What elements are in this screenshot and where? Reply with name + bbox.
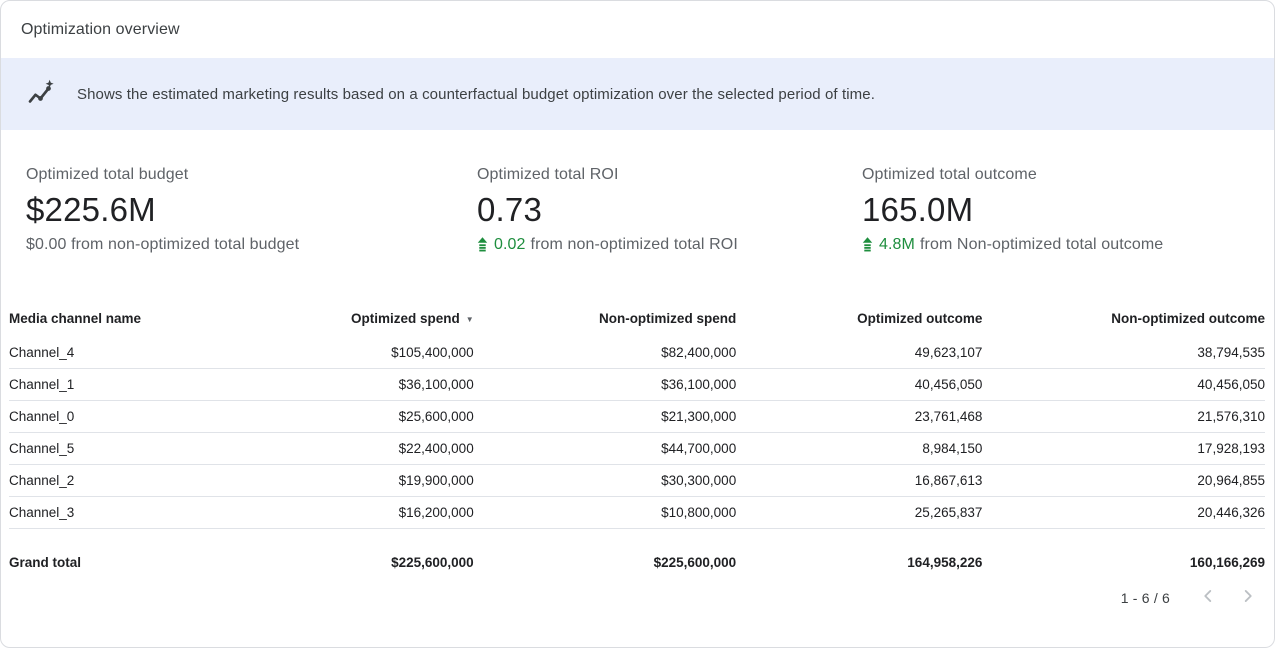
table-cell[interactable]: 16,867,613	[736, 464, 983, 497]
column-header-media-channel-name[interactable]: Media channel name	[9, 310, 142, 326]
grand-total-cell: $225,600,000	[391, 554, 474, 570]
table-body: Channel_4 $105,400,000 $82,400,000 49,623,1…	[9, 336, 1265, 529]
table-cell[interactable]: 23,761,468	[736, 400, 983, 433]
table-cell[interactable]: $10,800,000	[473, 496, 737, 529]
chevron-right-icon	[1237, 585, 1259, 610]
table-cell[interactable]: $44,700,000	[473, 432, 737, 465]
table-cell[interactable]: $82,400,000	[473, 336, 737, 369]
table-cell[interactable]: $36,100,000	[260, 368, 474, 401]
stat-up-icon	[862, 237, 873, 252]
grand-total-cell: $225,600,000	[653, 554, 737, 570]
kpi-delta-value: 0.02	[494, 235, 526, 253]
kpi-value: $225.6M	[26, 191, 156, 228]
sort-desc-icon: ▼	[465, 314, 474, 324]
table-cell[interactable]: $22,400,000	[260, 432, 474, 465]
page-title: Optimization overview	[21, 20, 180, 38]
table-cell[interactable]: 17,928,193	[982, 432, 1265, 465]
grand-total-label: Grand total	[9, 554, 82, 570]
table-row[interactable]: Channel_0 $25,600,000 $21,300,000 23,761,46…	[9, 400, 1265, 433]
kpi-delta-value: 4.8M	[879, 235, 915, 253]
table-cell[interactable]: 40,456,050	[736, 368, 983, 401]
pagination: 1 - 6 / 6	[1, 584, 1274, 612]
table-cell[interactable]: $19,900,000	[260, 464, 474, 497]
table-cell[interactable]: Channel_0	[9, 400, 261, 433]
table-cell[interactable]: Channel_1	[9, 368, 261, 401]
table-cell[interactable]: $25,600,000	[260, 400, 474, 433]
stat-up-icon	[477, 237, 488, 252]
grand-total-row: Grand total $225,600,000 $225,600,000 16…	[9, 528, 1265, 576]
kpi-value: 0.73	[477, 191, 543, 228]
table-cell[interactable]: 38,794,535	[982, 336, 1265, 369]
table-cell[interactable]: $30,300,000	[473, 464, 737, 497]
table-cell[interactable]: 20,964,855	[982, 464, 1265, 497]
kpi-label: Optimized total ROI	[477, 166, 619, 183]
table-cell[interactable]: $21,300,000	[473, 400, 737, 433]
table-cell[interactable]: 8,984,150	[736, 432, 983, 465]
table-cell[interactable]: 40,456,050	[982, 368, 1265, 401]
table-cell[interactable]: 20,446,326	[982, 496, 1265, 529]
kpi-card-optimized-total-roi: Optimized total ROI 0.73 0.02 from non-o…	[477, 166, 862, 254]
kpi-row: Optimized total budget $225.6M $0.00 fro…	[1, 166, 1274, 254]
table-row[interactable]: Channel_5 $22,400,000 $44,700,000 8,984,150…	[9, 432, 1265, 465]
table-row[interactable]: Channel_4 $105,400,000 $82,400,000 49,623,1…	[9, 336, 1265, 369]
column-header-non-optimized-spend[interactable]: Non-optimized spend	[598, 310, 737, 326]
table-cell[interactable]: 49,623,107	[736, 336, 983, 369]
grand-total-cell: 160,166,269	[1189, 554, 1265, 570]
table-row[interactable]: Channel_2 $19,900,000 $30,300,000 16,867,61…	[9, 464, 1265, 497]
kpi-delta: 0.02 from non-optimized total ROI	[477, 236, 862, 254]
kpi-delta-text: $0.00 from non-optimized total budget	[26, 235, 300, 253]
column-header-optimized-spend[interactable]: Optimized spend ▼	[351, 310, 474, 326]
table-cell[interactable]: $16,200,000	[260, 496, 474, 529]
next-page-button[interactable]	[1234, 584, 1262, 612]
info-banner-text: Shows the estimated marketing results ba…	[77, 85, 875, 103]
insights-icon	[26, 79, 56, 109]
pagination-range: 1 - 6 / 6	[1120, 589, 1170, 606]
kpi-label: Optimized total outcome	[862, 166, 1037, 183]
table-cell[interactable]: 25,265,837	[736, 496, 983, 529]
table-cell[interactable]: $36,100,000	[473, 368, 737, 401]
kpi-card-optimized-total-budget: Optimized total budget $225.6M $0.00 fro…	[26, 166, 477, 254]
chevron-left-icon	[1197, 585, 1219, 610]
table-header-row: Media channel name Optimized spend ▼ Non-…	[9, 311, 1265, 337]
table-row[interactable]: Channel_3 $16,200,000 $10,800,000 25,265,83…	[9, 496, 1265, 529]
prev-page-button[interactable]	[1194, 584, 1222, 612]
table-cell[interactable]: Channel_2	[9, 464, 261, 497]
table-cell[interactable]: Channel_4	[9, 336, 261, 369]
kpi-delta-text: from non-optimized total ROI	[530, 235, 738, 253]
kpi-value: 165.0M	[862, 191, 974, 228]
table-cell[interactable]: $105,400,000	[260, 336, 474, 369]
kpi-label: Optimized total budget	[26, 166, 189, 183]
table-cell[interactable]: 21,576,310	[982, 400, 1265, 433]
table-cell[interactable]: Channel_3	[9, 496, 261, 529]
kpi-delta: $0.00 from non-optimized total budget	[26, 236, 477, 254]
kpi-card-optimized-total-outcome: Optimized total outcome 165.0M 4.8M from…	[862, 166, 1274, 254]
column-header-non-optimized-outcome[interactable]: Non-optimized outcome	[1111, 310, 1265, 326]
media-channel-table: Media channel name Optimized spend ▼ Non-…	[9, 311, 1265, 576]
kpi-delta: 4.8M from Non-optimized total outcome	[862, 236, 1274, 254]
table-row[interactable]: Channel_1 $36,100,000 $36,100,000 40,456,05…	[9, 368, 1265, 401]
info-banner: Shows the estimated marketing results ba…	[1, 58, 1274, 130]
column-header-optimized-outcome[interactable]: Optimized outcome	[857, 310, 983, 326]
grand-total-cell: 164,958,226	[907, 554, 983, 570]
card-header: Optimization overview	[1, 1, 1274, 58]
table-cell[interactable]: Channel_5	[9, 432, 261, 465]
kpi-delta-text: from Non-optimized total outcome	[919, 235, 1164, 253]
